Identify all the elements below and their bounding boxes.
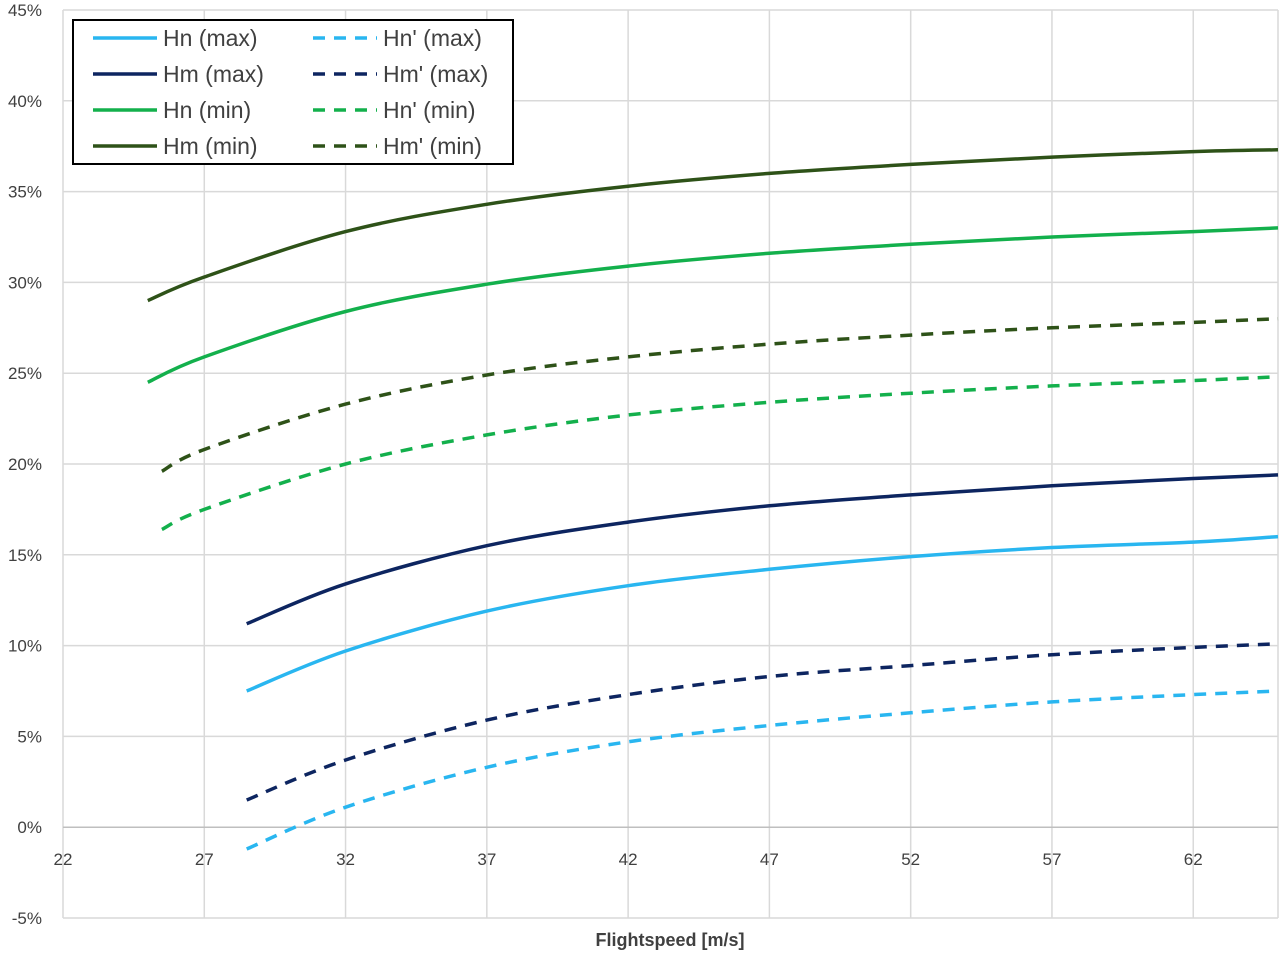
x-tick-label: 27 — [195, 850, 214, 869]
gridlines — [62, 9, 1279, 919]
y-tick-label: 35% — [8, 183, 42, 202]
x-tick-label: 42 — [619, 850, 638, 869]
legend-label: Hn (max) — [163, 25, 258, 51]
legend-label: Hm (min) — [163, 133, 258, 159]
series-line — [246, 689, 1279, 851]
series-line — [246, 642, 1279, 802]
y-axis-tick-labels: -5% 0% 5% 10% 15% 20% 25% 30% 35% 40% 45% — [8, 1, 42, 928]
y-tick-label: 30% — [8, 273, 42, 292]
x-axis-tick-labels: 22 27 32 37 42 47 52 57 62 — [54, 850, 1203, 869]
series-line — [246, 473, 1279, 626]
series-line — [246, 534, 1279, 693]
y-tick-label: 10% — [8, 637, 42, 656]
series-line — [161, 375, 1279, 531]
x-tick-label: 57 — [1042, 850, 1061, 869]
legend-label: Hn' (max) — [383, 25, 482, 51]
legend-box — [72, 19, 514, 165]
x-tick-label: 32 — [336, 850, 355, 869]
legend-label: Hm' (min) — [383, 133, 482, 159]
series-line — [147, 226, 1279, 384]
legend-label: Hn' (min) — [383, 97, 476, 123]
y-tick-label: -5% — [12, 909, 42, 928]
legend-label: Hm (max) — [163, 61, 264, 87]
series-line — [161, 316, 1279, 473]
y-tick-label: 20% — [8, 455, 42, 474]
y-tick-label: 15% — [8, 546, 42, 565]
legend-label: Hm' (max) — [383, 61, 488, 87]
y-tick-label: 0% — [17, 818, 42, 837]
x-tick-label: 47 — [760, 850, 779, 869]
x-axis-title: Flightspeed [m/s] — [595, 930, 744, 950]
x-tick-label: 52 — [901, 850, 920, 869]
y-tick-label: 45% — [8, 1, 42, 20]
legend-label: Hn (min) — [163, 97, 251, 123]
legend: Hn (max) Hm (max) Hn (min) Hm (min) Hn' (max… — [72, 19, 514, 165]
y-tick-label: 5% — [17, 727, 42, 746]
x-tick-label: 62 — [1184, 850, 1203, 869]
x-tick-label: 37 — [477, 850, 496, 869]
series-line — [147, 148, 1279, 303]
y-tick-label: 25% — [8, 364, 42, 383]
x-tick-label: 22 — [54, 850, 73, 869]
series-lines — [147, 148, 1279, 851]
y-tick-label: 40% — [8, 92, 42, 111]
